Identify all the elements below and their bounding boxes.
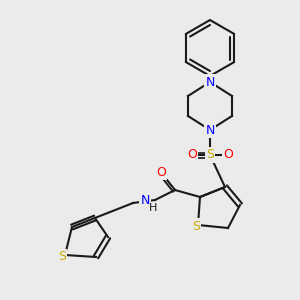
Text: S: S	[192, 220, 200, 232]
Text: N: N	[141, 194, 150, 206]
Text: N: N	[205, 76, 215, 88]
Text: O: O	[223, 148, 233, 161]
Text: S: S	[58, 250, 66, 263]
Text: O: O	[187, 148, 197, 161]
Text: N: N	[205, 124, 215, 136]
Text: S: S	[206, 148, 214, 161]
Text: O: O	[156, 166, 166, 178]
Text: H: H	[149, 203, 157, 213]
